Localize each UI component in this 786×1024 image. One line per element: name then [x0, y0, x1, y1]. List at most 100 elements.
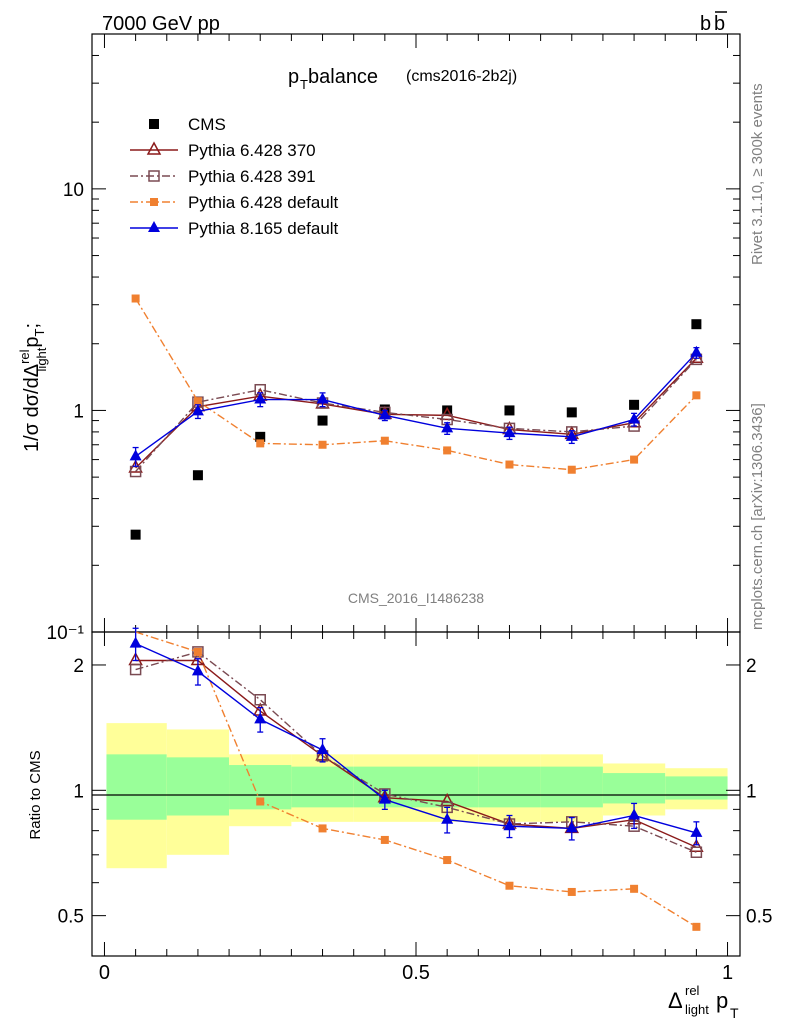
point-cms: [317, 415, 328, 426]
legend-label: Pythia 6.428 default: [188, 193, 339, 212]
point-pdef: [505, 881, 514, 890]
point-p8: [378, 792, 391, 804]
legend-marker: [148, 221, 160, 232]
point-p8: [254, 712, 267, 724]
legend-label: Pythia 8.165 default: [188, 219, 339, 238]
svg-text:Δ: Δ: [668, 988, 683, 1013]
analysis-watermark: CMS_2016_I1486238: [348, 590, 484, 606]
legend-marker: [150, 198, 158, 206]
header-left-label: 7000 GeV pp: [102, 13, 220, 35]
point-p8: [565, 429, 578, 441]
legend-marker: [146, 141, 162, 155]
point-cms: [255, 431, 266, 442]
series-p391: [129, 646, 703, 858]
legend-label: Pythia 6.428 391: [188, 167, 316, 186]
ratio-plot-ticks: 0.5 0.5 1 1 2 2 0 0.5 1: [58, 632, 772, 984]
svg-text:rel: rel: [685, 983, 700, 998]
point-p8: [441, 421, 454, 433]
band-inner: [106, 754, 167, 820]
point-pdef: [505, 460, 514, 469]
point-pdef: [193, 397, 202, 406]
point-pdef: [692, 391, 701, 400]
ratio-y-tick-label: 0.5: [58, 907, 84, 928]
point-pdef: [256, 797, 265, 806]
band-inner: [665, 776, 728, 800]
series-line-p370: [135, 659, 697, 848]
main-plot-ticks: 10⁻¹ 1 10: [47, 33, 740, 644]
ratio-plot-series: [128, 627, 704, 931]
point-pdef: [443, 446, 452, 455]
point-cms: [691, 319, 702, 330]
legend-label: Pythia 6.428 370: [188, 141, 316, 160]
band-inner: [291, 766, 354, 808]
point-p8: [628, 808, 641, 820]
y-tick-label: 10⁻¹: [47, 623, 85, 644]
point-cms: [566, 407, 577, 418]
svg-text:p: p: [288, 66, 299, 88]
point-pdef: [630, 455, 639, 464]
point-p8: [316, 742, 329, 754]
series-line-p8: [135, 643, 697, 834]
band-inner: [478, 766, 541, 808]
svg-text:light: light: [685, 1002, 709, 1017]
legend-item-cms: CMS: [149, 115, 226, 134]
band-inner: [540, 766, 603, 808]
svg-text:T: T: [730, 1005, 739, 1021]
x-axis-label: Δ rel light p T: [668, 983, 739, 1021]
point-p8: [503, 819, 516, 831]
point-pdef: [256, 439, 265, 448]
point-p8: [129, 449, 142, 461]
series-p8: [129, 627, 703, 846]
series-line-p391: [135, 651, 697, 853]
point-p8: [378, 408, 391, 420]
point-p8: [316, 392, 329, 404]
ratio-y-tick-label: 1: [73, 781, 84, 802]
point-p8: [565, 821, 578, 833]
ratio-y-tick-label-right: 0.5: [746, 907, 772, 928]
main-plot-series: [128, 294, 704, 540]
series-p370: [128, 349, 704, 473]
point-cms: [442, 405, 453, 416]
band-inner: [166, 757, 230, 816]
point-cms: [629, 399, 640, 410]
ratio-y-tick-label-right: 2: [746, 656, 757, 677]
series-pdef: [131, 294, 701, 474]
point-pdef: [318, 824, 327, 833]
ratio-y-tick-label-right: 1: [746, 781, 757, 802]
series-line-p370: [135, 357, 697, 469]
y-tick-label: 10: [63, 180, 84, 201]
point-p370: [689, 838, 704, 852]
point-cms: [192, 470, 203, 481]
legend-marker: [148, 170, 160, 182]
series-cms: [130, 319, 702, 540]
x-tick-label: 0: [99, 962, 110, 984]
point-pdef: [567, 465, 576, 474]
point-pdef: [318, 440, 327, 449]
series-line-p8: [135, 352, 697, 458]
series-line-p391: [135, 358, 697, 472]
point-pdef: [692, 922, 701, 931]
point-pdef: [193, 647, 202, 656]
series-p8: [129, 345, 703, 467]
svg-text:p: p: [716, 988, 728, 1013]
point-pdef: [443, 856, 452, 865]
point-p8: [441, 812, 454, 824]
point-pdef: [380, 835, 389, 844]
point-p8: [129, 636, 142, 648]
legend-item-p391: Pythia 6.428 391: [130, 167, 316, 186]
point-p8: [191, 404, 204, 416]
header-right-label: b b: [700, 11, 727, 35]
point-p370: [439, 792, 455, 807]
point-p8: [254, 392, 267, 404]
svg-text:b: b: [714, 13, 725, 35]
point-p8: [503, 426, 516, 438]
rivet-version-text: Rivet 3.1.10, ≥ 300k events: [749, 83, 766, 265]
legend-marker: [149, 119, 159, 129]
ratio-y-tick-label: 2: [73, 656, 84, 677]
legend-label: CMS: [188, 115, 226, 134]
legend-item-pdef: Pythia 6.428 default: [130, 193, 339, 212]
svg-text:T: T: [300, 77, 308, 92]
point-p8: [690, 345, 703, 357]
